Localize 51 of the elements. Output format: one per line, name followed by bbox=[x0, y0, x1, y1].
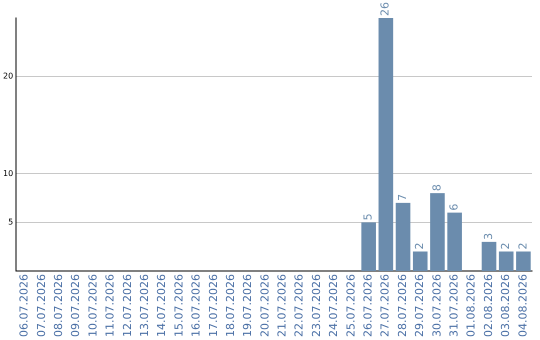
x-tick-label: 22.07.2026 bbox=[292, 274, 306, 338]
bar bbox=[498, 252, 514, 272]
x-tick-label: 21.07.2026 bbox=[276, 274, 289, 338]
data-label: 2 bbox=[499, 242, 512, 250]
x-tick-label: 10.07.2026 bbox=[86, 274, 100, 338]
bar bbox=[396, 202, 410, 272]
x-tick-label: 16.07.2026 bbox=[190, 274, 203, 338]
x-tick-label: 17.07.2026 bbox=[206, 274, 220, 338]
x-tick-label: 03.08.2026 bbox=[499, 274, 512, 338]
data-label: 2 bbox=[516, 242, 530, 250]
data-label: 7 bbox=[396, 194, 409, 201]
x-tick-label: 20.07.2026 bbox=[258, 274, 272, 338]
y-tick-label: 5 bbox=[8, 217, 14, 226]
x-tick-label: 24.07.2026 bbox=[327, 274, 340, 338]
data-label: 3 bbox=[482, 232, 495, 240]
x-tick-label: 30.07.2026 bbox=[430, 274, 444, 338]
x-tick-label: 08.07.2026 bbox=[52, 274, 66, 338]
x-tick-label: 12.07.2026 bbox=[120, 274, 134, 338]
x-tick-label: 23.07.2026 bbox=[310, 274, 323, 338]
x-tick-label: 09.07.2026 bbox=[69, 274, 82, 338]
bar bbox=[482, 242, 496, 272]
bar bbox=[430, 193, 445, 272]
x-tick-label: 27.07.2026 bbox=[378, 274, 392, 338]
x-tick-label: 07.07.2026 bbox=[34, 274, 48, 338]
data-label: 5 bbox=[362, 213, 375, 220]
x-tick-label: 11.07.2026 bbox=[104, 274, 117, 338]
bar bbox=[447, 212, 462, 272]
data-label: 2 bbox=[413, 242, 426, 250]
x-tick-label: 31.07.2026 bbox=[447, 274, 460, 338]
y-tick-label: 20 bbox=[2, 71, 14, 80]
x-tick-label: 02.08.2026 bbox=[482, 274, 495, 338]
x-tick-label: 01.08.2026 bbox=[464, 274, 478, 338]
x-tick-label: 14.07.2026 bbox=[155, 274, 168, 338]
x-tick-label: 13.07.2026 bbox=[138, 274, 151, 338]
x-tick-label: 18.07.2026 bbox=[224, 274, 237, 338]
x-tick-label: 25.07.2026 bbox=[344, 274, 358, 338]
bar bbox=[361, 222, 376, 272]
data-label: 26 bbox=[378, 2, 392, 16]
x-tick-label: 28.07.2026 bbox=[396, 274, 409, 338]
data-label: 6 bbox=[447, 204, 460, 211]
x-tick-label: 26.07.2026 bbox=[362, 274, 375, 338]
data-label: 8 bbox=[430, 184, 444, 192]
x-tick-label: 06.07.2026 bbox=[18, 274, 31, 338]
bar bbox=[412, 252, 428, 272]
x-tick-label: 04.08.2026 bbox=[516, 274, 530, 338]
x-tick-label: 29.07.2026 bbox=[413, 274, 426, 338]
bar bbox=[378, 18, 394, 272]
bar bbox=[516, 252, 531, 272]
x-tick-label: 19.07.2026 bbox=[241, 274, 254, 338]
y-tick-label: 10 bbox=[2, 168, 14, 178]
x-tick-label: 15.07.2026 bbox=[172, 274, 186, 338]
